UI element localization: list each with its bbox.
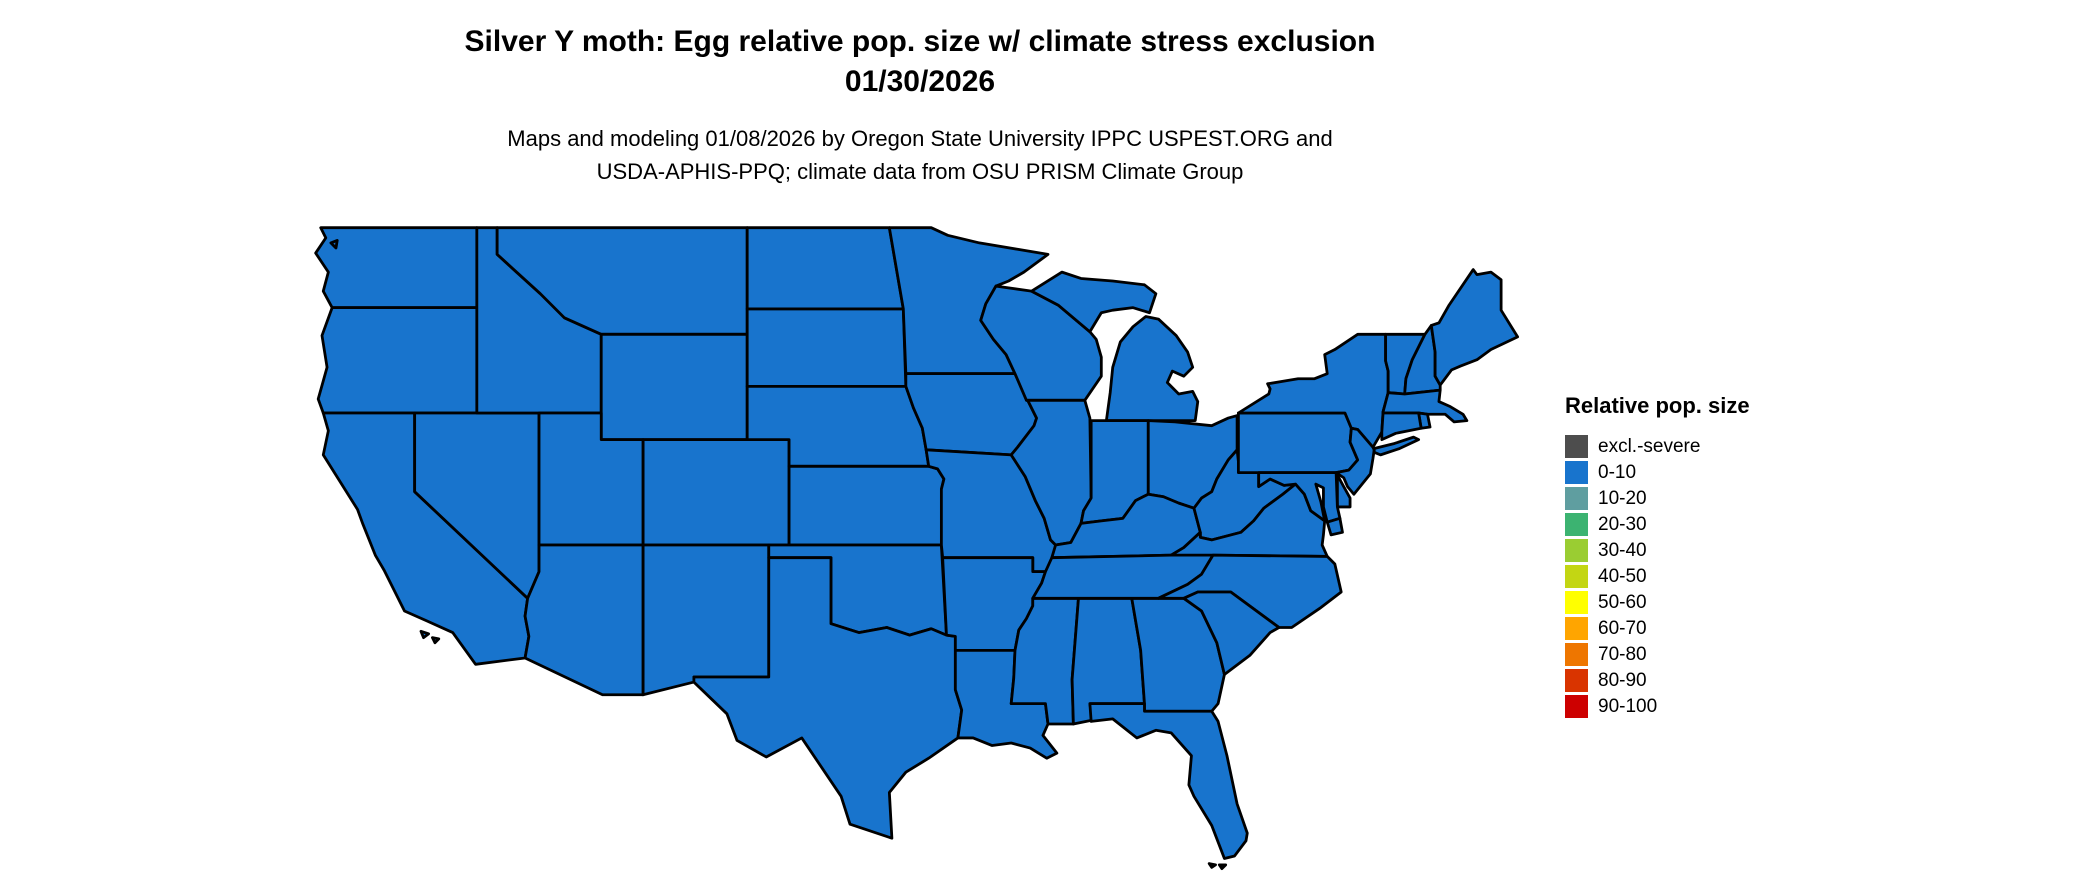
legend-item-0-10: 0-10 [1565, 459, 1865, 485]
map-subtitle: Maps and modeling 01/08/2026 by Oregon S… [0, 122, 1840, 188]
state-texas [692, 556, 964, 840]
long-island [1372, 435, 1421, 457]
state-maine [1429, 268, 1520, 387]
state-maryland [1257, 471, 1342, 524]
state-florida [1088, 702, 1249, 860]
legend-swatch-30-40 [1565, 538, 1588, 562]
state-iowa [904, 372, 1038, 457]
legend-label-40-50: 40-50 [1598, 565, 1647, 587]
channel-island-2 [431, 636, 441, 645]
state-arizona [523, 543, 645, 697]
state-michigan [1104, 315, 1200, 423]
legend-swatch-50-60 [1565, 590, 1588, 614]
legend-swatch-70-80 [1565, 642, 1588, 666]
map-subtitle-line1: Maps and modeling 01/08/2026 by Oregon S… [507, 126, 1333, 151]
legend-item-10-20: 10-20 [1565, 485, 1865, 511]
legend-item-30-40: 30-40 [1565, 537, 1865, 563]
florida-keys-1 [1207, 862, 1217, 869]
map-title: Silver Y moth: Egg relative pop. size w/… [464, 25, 1376, 58]
state-north-dakota [745, 226, 905, 311]
state-colorado [641, 438, 791, 547]
legend-title: Relative pop. size [1565, 393, 1750, 418]
legend-label-60-70: 60-70 [1598, 617, 1647, 639]
state-south-dakota [745, 307, 908, 388]
state-virginia [1169, 482, 1329, 558]
legend-item-80-90: 80-90 [1565, 667, 1865, 693]
legend-swatch-excl-severe [1565, 434, 1588, 458]
legend-label-0-10: 0-10 [1598, 461, 1637, 483]
florida-keys-2 [1217, 863, 1228, 871]
legend: Relative pop. size excl.-severe 0-10 10-… [1565, 393, 1865, 719]
state-pennsylvania [1236, 411, 1360, 475]
legend-item-70-80: 70-80 [1565, 641, 1865, 667]
state-michigan-upper-peninsula [1030, 270, 1158, 334]
us-states [314, 226, 1520, 871]
legend-swatch-20-30 [1565, 512, 1588, 536]
legend-label-70-80: 70-80 [1598, 643, 1647, 665]
legend-swatch-80-90 [1565, 668, 1588, 692]
legend-item-50-60: 50-60 [1565, 589, 1865, 615]
legend-label-30-40: 30-40 [1598, 539, 1647, 561]
state-oregon [316, 306, 479, 415]
legend-swatch-90-100 [1565, 694, 1588, 718]
legend-label-10-20: 10-20 [1598, 487, 1647, 509]
legend-item-90-100: 90-100 [1565, 693, 1865, 719]
titles-block: Silver Y moth: Egg relative pop. size w/… [0, 22, 1840, 188]
state-new-mexico [641, 543, 771, 697]
legend-label-80-90: 80-90 [1598, 669, 1647, 691]
state-south-carolina [1182, 590, 1281, 676]
legend-label-50-60: 50-60 [1598, 591, 1647, 613]
state-connecticut [1380, 411, 1423, 442]
virginia-eastern-shore [1325, 516, 1344, 537]
legend-item-excl-severe: excl.-severe [1565, 433, 1865, 459]
legend-item-60-70: 60-70 [1565, 615, 1865, 641]
legend-label-excl-severe: excl.-severe [1598, 435, 1701, 457]
legend-swatch-40-50 [1565, 564, 1588, 588]
puget-sound-island [329, 238, 339, 250]
map-subtitle-line2: USDA-APHIS-PPQ; climate data from OSU PR… [596, 159, 1244, 184]
state-kansas [787, 464, 946, 547]
legend-swatch-10-20 [1565, 486, 1588, 510]
channel-island-1 [419, 629, 431, 640]
legend-item-40-50: 40-50 [1565, 563, 1865, 589]
us-map [314, 226, 1520, 871]
legend-label-20-30: 20-30 [1598, 513, 1647, 535]
state-wyoming [599, 332, 749, 442]
state-washington [314, 226, 479, 310]
legend-item-20-30: 20-30 [1565, 511, 1865, 537]
map-title-date: 01/30/2026 [844, 65, 996, 98]
legend-swatch-60-70 [1565, 616, 1588, 640]
legend-label-90-100: 90-100 [1598, 695, 1658, 717]
legend-swatch-0-10 [1565, 460, 1588, 484]
